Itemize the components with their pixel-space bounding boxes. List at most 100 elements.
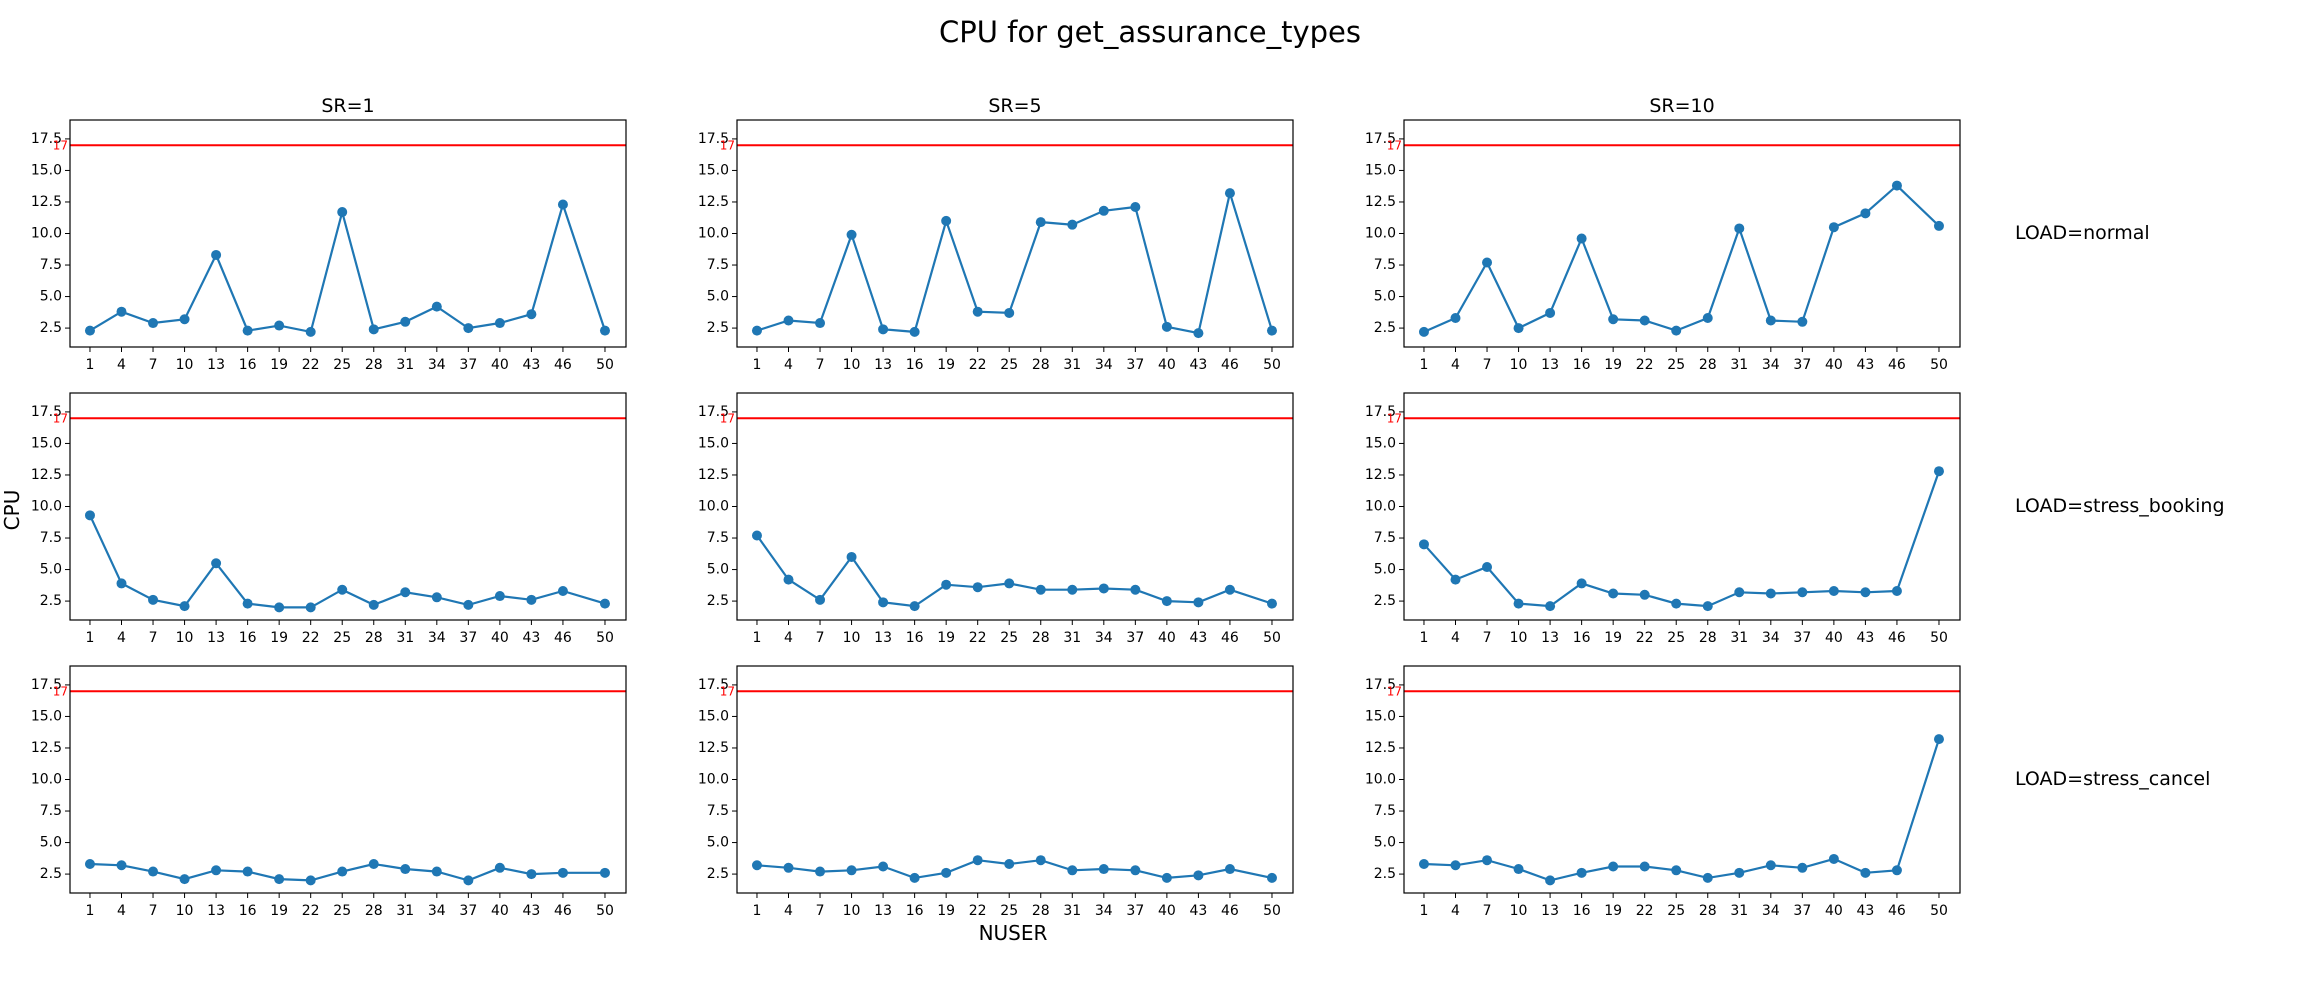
y-tick-label: 2.5 (707, 866, 729, 882)
data-point (878, 861, 889, 872)
x-tick-label: 4 (1451, 630, 1460, 646)
subplot: 2.5 5.0 7.5 10.0 12.5 15.0 17.5 1 4 7 10 13 16 19 22 25… (1365, 665, 1961, 919)
x-tick-label: 10 (1510, 903, 1528, 919)
x-tick-label: 28 (1032, 903, 1050, 919)
y-tick-label: 15.0 (1365, 162, 1396, 178)
y-tick-label: 12.5 (698, 740, 729, 756)
y-tick-label: 17.5 (698, 404, 729, 420)
x-tick-label: 34 (1095, 903, 1113, 919)
data-point (783, 574, 794, 585)
x-tick-label: 1 (86, 903, 95, 919)
x-tick-label: 10 (176, 630, 194, 646)
threshold-label: 17 (1387, 412, 1402, 426)
subplot: 2.5 5.0 7.5 10.0 12.5 15.0 17.5 1 4 7 10 13 16 19 22 25… (698, 119, 1294, 373)
x-tick-label: 31 (396, 357, 414, 373)
x-tick-label: 7 (1483, 903, 1492, 919)
data-point (494, 318, 505, 329)
x-tick-label: 37 (1793, 630, 1811, 646)
data-point (1418, 326, 1429, 337)
x-tick-label: 25 (333, 903, 351, 919)
data-point (1035, 584, 1046, 595)
x-tick-label: 50 (596, 903, 614, 919)
data-point (305, 875, 316, 886)
x-tick-label: 1 (86, 357, 95, 373)
subplot: 2.5 5.0 7.5 10.0 12.5 15.0 17.5 1 4 7 10 13 16 19 22 25… (31, 119, 627, 373)
x-tick-label: 37 (1126, 903, 1144, 919)
x-tick-label: 43 (1189, 630, 1207, 646)
x-tick-label: 16 (239, 630, 257, 646)
x-tick-label: 50 (596, 357, 614, 373)
figure-xlabel: NUSER (979, 921, 1048, 945)
data-point (783, 315, 794, 326)
threshold-label: 17 (53, 412, 68, 426)
data-point (368, 599, 379, 610)
x-tick-label: 37 (1793, 357, 1811, 373)
figure-ylabel: CPU (0, 490, 24, 531)
x-tick-label: 7 (149, 903, 158, 919)
figure-title: CPU for get_assurance_types (939, 15, 1361, 49)
data-point (1671, 865, 1682, 876)
data-point (242, 325, 253, 336)
x-tick-label: 28 (365, 903, 383, 919)
data-point (1702, 872, 1713, 883)
y-tick-label: 7.5 (707, 530, 729, 546)
data-point (1933, 220, 1944, 231)
x-tick-label: 22 (1636, 357, 1654, 373)
x-tick-label: 22 (302, 630, 320, 646)
data-point (1482, 257, 1493, 268)
x-tick-label: 28 (1699, 903, 1717, 919)
x-tick-label: 50 (596, 630, 614, 646)
x-tick-label: 13 (207, 903, 225, 919)
y-tick-label: 10.0 (698, 226, 729, 242)
data-point (1828, 222, 1839, 233)
data-point (274, 602, 285, 613)
y-tick-label: 7.5 (40, 530, 62, 546)
data-point (431, 592, 442, 603)
series-line (1423, 470, 1941, 608)
x-tick-label: 19 (937, 630, 955, 646)
data-point (941, 215, 952, 226)
data-point (148, 318, 159, 329)
data-point (1161, 872, 1172, 883)
y-tick-label: 10.0 (1365, 772, 1396, 788)
data-point (599, 325, 610, 336)
y-tick-label: 15.0 (698, 435, 729, 451)
data-point (1891, 865, 1902, 876)
data-point (941, 867, 952, 878)
series-line (756, 534, 1273, 608)
data-point (84, 325, 95, 336)
data-point (1224, 584, 1235, 595)
x-tick-label: 37 (459, 903, 477, 919)
data-point (1482, 562, 1493, 573)
x-tick-label: 19 (937, 903, 955, 919)
axes-frame (736, 665, 1294, 894)
x-tick-label: 46 (1221, 630, 1239, 646)
series-line (1423, 738, 1941, 882)
x-tick-label: 1 (753, 903, 762, 919)
x-tick-label: 28 (1699, 357, 1717, 373)
x-tick-label: 7 (149, 630, 158, 646)
data-point (878, 324, 889, 335)
column-title: SR=5 (988, 95, 1041, 117)
x-tick-label: 1 (1420, 903, 1429, 919)
x-tick-label: 31 (1730, 357, 1748, 373)
data-point (526, 594, 537, 605)
x-tick-label: 19 (1604, 903, 1622, 919)
data-point (557, 867, 568, 878)
axes-frame (736, 119, 1294, 348)
x-tick-label: 37 (1126, 630, 1144, 646)
y-tick-label: 15.0 (1365, 708, 1396, 724)
data-point (1193, 597, 1204, 608)
data-point (1797, 316, 1808, 327)
x-tick-label: 10 (176, 903, 194, 919)
data-point (431, 301, 442, 312)
y-tick-label: 7.5 (40, 803, 62, 819)
data-point (1765, 860, 1776, 871)
x-tick-label: 13 (874, 903, 892, 919)
x-tick-label: 50 (1263, 903, 1281, 919)
x-tick-label: 40 (491, 357, 509, 373)
x-tick-label: 22 (1636, 630, 1654, 646)
data-point (84, 858, 95, 869)
x-tick-label: 16 (1573, 357, 1591, 373)
data-point (846, 865, 857, 876)
